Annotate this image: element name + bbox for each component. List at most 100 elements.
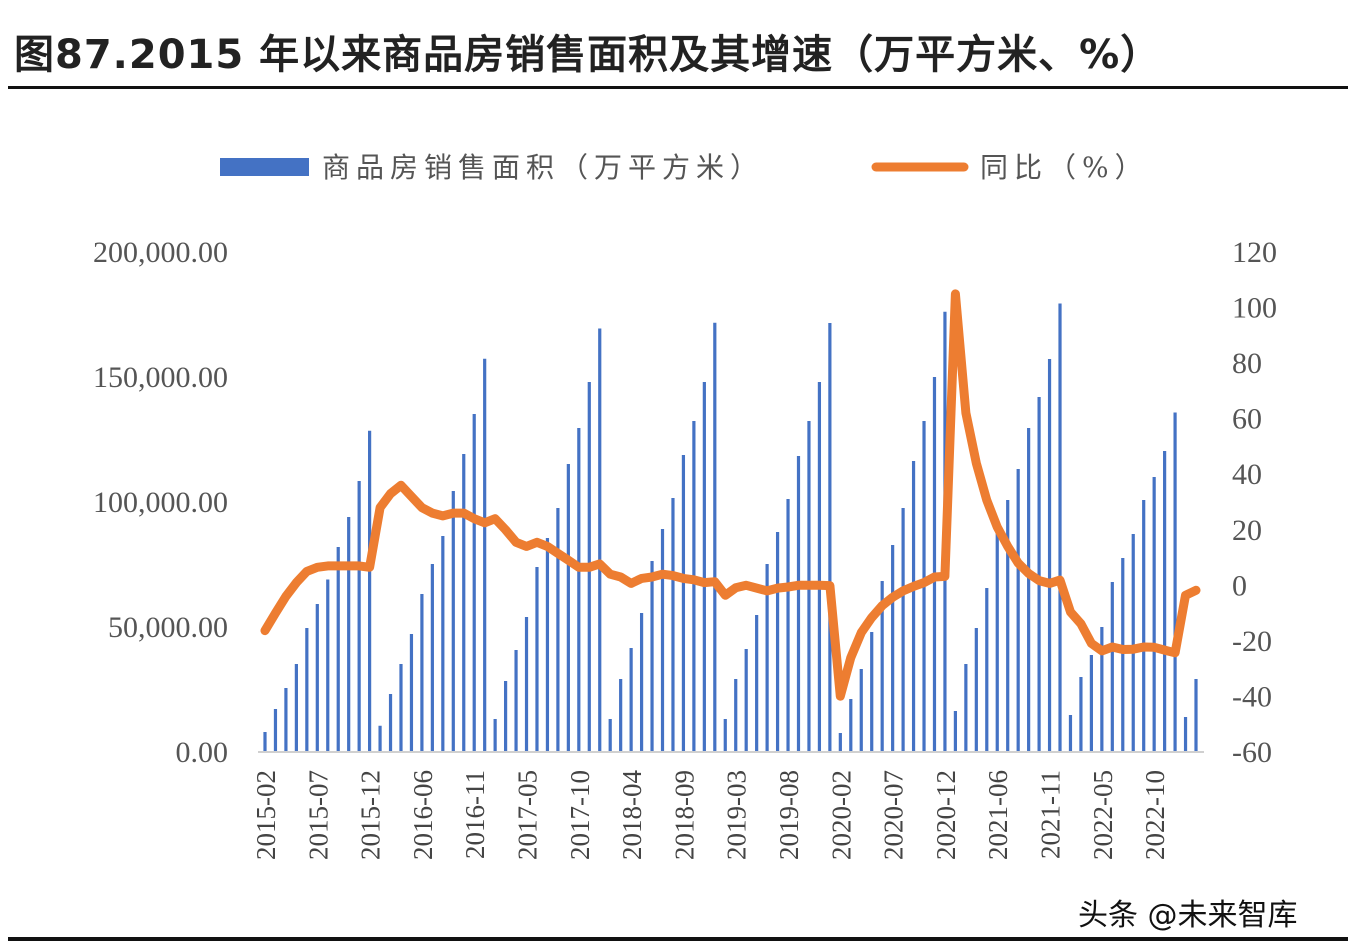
bar-2018-09 <box>681 455 686 752</box>
yoy-point-2020-06 <box>881 605 883 607</box>
bar-2016-12 <box>483 358 487 752</box>
legend-label-line: 同比（%） <box>980 151 1149 184</box>
bar-2023-02 <box>1183 717 1188 752</box>
yoy-point-2019-03 <box>735 587 737 589</box>
yoy-point-2017-02 <box>494 518 496 520</box>
x-tick-label: 2020-02 <box>826 770 856 860</box>
yoy-point-2018-09 <box>682 577 684 579</box>
bar-2018-12 <box>713 322 717 752</box>
yoy-point-2015-10 <box>348 565 350 567</box>
yoy-point-2018-11 <box>703 582 705 584</box>
bar-2016-02 <box>378 725 382 752</box>
bar-2021-05 <box>985 588 989 752</box>
yoy-point-2021-05 <box>986 499 988 501</box>
bar-2015-07 <box>315 604 319 752</box>
x-tick-label: 2017-05 <box>513 770 543 860</box>
yoy-point-2016-02 <box>379 507 381 509</box>
x-tick-label: 2022-05 <box>1088 770 1118 860</box>
yoy-point-2020-11 <box>933 576 935 578</box>
bar-2019-09 <box>796 456 801 752</box>
bar-2019-05 <box>755 615 759 752</box>
bar-2015-03 <box>273 709 278 752</box>
yoy-point-2023-03 <box>1195 589 1197 591</box>
yoy-point-2015-08 <box>327 565 329 567</box>
bar-2015-10 <box>347 517 351 752</box>
yoy-point-2020-08 <box>902 590 904 592</box>
yoy-point-2019-06 <box>766 590 768 592</box>
yoy-point-2020-09 <box>913 585 915 587</box>
bar-2020-03 <box>849 699 853 752</box>
bar-2019-12 <box>828 323 832 752</box>
bar-2022-02 <box>1068 715 1073 752</box>
chart-title: 图87.2015 年以来商品房销售面积及其增速（万平方米、%） <box>14 32 1162 78</box>
yoy-point-2018-05 <box>641 577 643 579</box>
bar-2022-11 <box>1163 451 1167 752</box>
bar-2015-09 <box>336 547 340 752</box>
bar-2020-05 <box>870 632 874 752</box>
bar-2017-10 <box>577 428 581 752</box>
y-right-tick-label: 100 <box>1232 292 1277 325</box>
yoy-point-2016-03 <box>390 493 392 495</box>
yoy-point-2022-07 <box>1122 649 1124 650</box>
yoy-point-2020-07 <box>892 596 894 598</box>
bar-2022-07 <box>1121 558 1125 752</box>
yoy-point-2019-09 <box>797 584 799 586</box>
bar-2015-08 <box>326 579 330 752</box>
yoy-point-2016-11 <box>473 518 475 520</box>
bar-2021-10 <box>1037 397 1041 752</box>
yoy-point-2018-10 <box>693 579 695 581</box>
yoy-point-2018-07 <box>662 573 664 575</box>
bar-2021-04 <box>974 628 978 752</box>
yoy-point-2015-06 <box>306 570 308 572</box>
bar-2015-06 <box>305 628 309 752</box>
x-tick-label: 2015-07 <box>303 770 333 860</box>
legend-swatch-bars <box>220 158 309 176</box>
bar-2018-10 <box>692 421 696 752</box>
yoy-point-2022-03 <box>1080 623 1082 625</box>
bottom-rule <box>8 937 1348 941</box>
bar-2021-07 <box>1006 500 1010 752</box>
bar-2018-04 <box>629 648 633 752</box>
yoy-point-2021-12 <box>1059 579 1061 581</box>
bar-2018-02 <box>608 719 612 752</box>
bar-2021-11 <box>1047 359 1052 752</box>
yoy-point-2022-04 <box>1090 642 1092 644</box>
yoy-point-2022-05 <box>1101 650 1103 652</box>
bar-2022-04 <box>1089 655 1093 752</box>
bar-2016-11 <box>472 414 476 752</box>
y-left-tick-label: 50,000.00 <box>108 611 228 644</box>
yoy-point-2016-12 <box>484 522 486 524</box>
yoy-point-2016-06 <box>421 507 423 509</box>
yoy-point-2018-12 <box>714 581 716 583</box>
yoy-point-2015-12 <box>369 566 371 568</box>
bar-2022-03 <box>1079 677 1083 752</box>
bar-2019-04 <box>744 649 748 752</box>
yoy-point-2016-07 <box>431 512 433 514</box>
bar-2016-08 <box>441 536 445 752</box>
bar-2019-02 <box>723 719 727 752</box>
y-right-tick-label: 20 <box>1232 514 1262 547</box>
yoy-point-2016-08 <box>442 515 444 517</box>
bar-2017-06 <box>535 567 539 752</box>
yoy-point-2017-06 <box>536 541 538 543</box>
yoy-point-2019-12 <box>829 585 831 587</box>
legend: 商品房销售面积（万平方米） 同比（%） <box>220 151 1149 184</box>
bar-2019-11 <box>817 382 822 752</box>
yoy-point-2016-09 <box>452 512 454 514</box>
bar-2017-05 <box>524 617 529 752</box>
bar-2019-08 <box>786 499 790 752</box>
yoy-point-2016-04 <box>400 484 402 486</box>
yoy-point-2021-03 <box>965 412 967 414</box>
yoy-point-2021-08 <box>1017 562 1019 564</box>
x-tick-label: 2020-12 <box>931 770 961 860</box>
yoy-point-2022-12 <box>1174 652 1176 654</box>
bar-2016-03 <box>388 694 393 752</box>
y-right-tick-label: 0 <box>1232 569 1247 602</box>
yoy-point-2020-02 <box>839 695 841 697</box>
x-tick-label: 2016-11 <box>460 770 490 859</box>
bar-2021-02 <box>953 711 958 752</box>
bar-2018-05 <box>639 613 644 752</box>
bar-2021-09 <box>1027 428 1031 752</box>
bar-2016-09 <box>451 491 455 752</box>
bar-2016-06 <box>420 594 424 752</box>
